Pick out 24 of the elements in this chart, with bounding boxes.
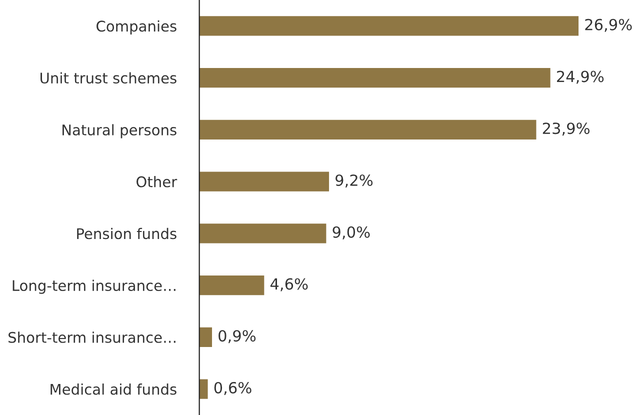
y-tick-label: Unit trust schemes <box>40 72 176 84</box>
bar <box>199 224 326 244</box>
bar <box>199 68 550 88</box>
data-label: 24,9% <box>557 70 604 84</box>
y-tick-label: Companies <box>96 20 176 35</box>
data-label: 4,6% <box>270 278 308 292</box>
data-label: 9,0% <box>332 226 370 240</box>
data-label: 9,2% <box>336 174 373 188</box>
bar <box>199 327 212 348</box>
data-label: 0,9% <box>218 330 256 344</box>
bar <box>199 275 264 296</box>
bar <box>199 379 208 399</box>
bar <box>199 120 536 140</box>
y-tick-label: Long-term insurance… <box>12 280 176 294</box>
bar <box>199 16 579 36</box>
y-tick-label: Short-term insurance… <box>8 332 176 343</box>
y-tick-label: Natural persons <box>62 124 176 138</box>
y-tick-label: Other <box>136 176 178 188</box>
data-label: 26,9% <box>585 18 632 32</box>
data-label: 23,9% <box>542 122 590 136</box>
data-label: 0,6% <box>214 382 252 396</box>
y-tick-label: Medical aid funds <box>50 384 176 395</box>
y-tick-label: Pension funds <box>77 228 176 240</box>
bar <box>199 172 330 192</box>
